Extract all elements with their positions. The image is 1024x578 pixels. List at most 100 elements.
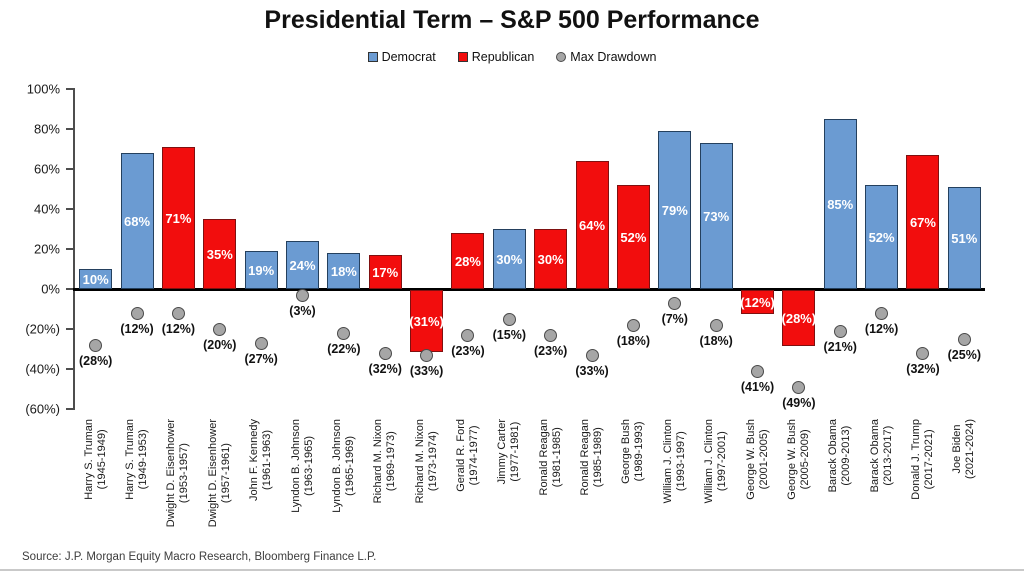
bar-value-label: (28%) — [781, 310, 817, 326]
president-term-label: Lyndon B. Johnson (1963-1965) — [289, 419, 315, 513]
bar-value-label: 64% — [579, 217, 606, 233]
max-drawdown-label: (41%) — [740, 380, 775, 394]
legend-label-republican: Republican — [471, 50, 535, 64]
max-drawdown-marker — [502, 312, 516, 326]
y-tick-mark — [66, 248, 73, 250]
drawdown-swatch-icon — [556, 52, 567, 62]
y-tick-label: (40%) — [25, 361, 60, 377]
term-return-bar: 85% — [823, 119, 857, 289]
max-drawdown-marker — [916, 346, 930, 360]
president-term-label: Richard M. Nixon (1969-1973) — [372, 419, 398, 504]
max-drawdown-marker — [254, 336, 268, 350]
term-return-bar: 68% — [120, 153, 154, 289]
president-term-label: William J. Clinton (1997-2001) — [703, 419, 729, 504]
bar-value-label: 19% — [248, 262, 275, 278]
max-drawdown-label: (18%) — [616, 334, 651, 348]
president-term-label: Barack Obama (2013-2017) — [868, 419, 894, 493]
max-drawdown-label: (15%) — [492, 328, 526, 342]
max-drawdown-label: (12%) — [120, 322, 154, 336]
term-return-bar: (12%) — [740, 290, 775, 314]
y-tick-label: 40% — [33, 201, 60, 217]
term-return-bar: 64% — [575, 161, 609, 289]
x-axis-zero-line — [73, 288, 985, 291]
president-term-label: Lyndon B. Johnson (1965-1969) — [330, 419, 356, 513]
term-return-bar: 19% — [244, 251, 278, 289]
max-drawdown-marker — [171, 306, 185, 320]
y-tick-label: (20%) — [25, 321, 60, 337]
y-tick-mark — [66, 408, 73, 410]
max-drawdown-label: (23%) — [451, 344, 485, 358]
term-return-bar: 73% — [699, 143, 733, 289]
bar-value-label: 73% — [703, 208, 730, 224]
legend-item-max-drawdown: Max Drawdown — [556, 50, 656, 64]
president-term-label: Gerald R. Ford (1974-1977) — [454, 419, 480, 492]
president-term-label: John F. Kennedy (1961-1963) — [248, 419, 274, 501]
bar-value-label: 30% — [537, 251, 564, 267]
y-tick-label: (60%) — [25, 401, 60, 417]
y-tick-label: 0% — [41, 281, 60, 297]
max-drawdown-marker — [626, 318, 640, 332]
bar-value-label: 17% — [372, 264, 399, 280]
president-term-label: William J. Clinton (1993-1997) — [661, 419, 687, 504]
max-drawdown-marker — [585, 348, 599, 362]
max-drawdown-marker — [337, 326, 351, 340]
term-return-bar: (28%) — [781, 290, 817, 346]
bar-value-label: 68% — [124, 213, 151, 229]
term-return-bar: 52% — [616, 185, 650, 289]
president-term-label: Jimmy Carter (1977-1981) — [496, 419, 522, 485]
bar-value-label: 52% — [620, 229, 647, 245]
president-term-label: Donald J. Trump (2017-2021) — [909, 419, 935, 500]
max-drawdown-label: (32%) — [906, 362, 940, 376]
chart-title: Presidential Term – S&P 500 Performance — [264, 6, 760, 34]
y-tick-mark — [66, 88, 73, 90]
y-tick-mark — [66, 328, 73, 330]
president-term-label: Ronald Reagan (1981-1985) — [537, 419, 563, 496]
max-drawdown-marker — [420, 348, 434, 362]
term-return-bar: 28% — [451, 233, 485, 289]
legend-item-republican: Republican — [457, 50, 535, 64]
term-return-bar: 71% — [161, 147, 195, 289]
max-drawdown-marker — [130, 306, 144, 320]
president-term-label: Ronald Reagan (1985-1989) — [579, 419, 605, 496]
president-term-label: Harry S. Truman (1949-1953) — [124, 419, 150, 500]
max-drawdown-label: (22%) — [327, 342, 361, 356]
term-return-bar: 17% — [368, 255, 402, 289]
max-drawdown-label: (12%) — [864, 322, 899, 336]
term-return-bar: 51% — [947, 187, 981, 289]
y-tick-label: 80% — [33, 121, 60, 137]
term-return-bar: 10% — [79, 269, 113, 289]
max-drawdown-label: (12%) — [161, 322, 196, 336]
bar-value-label: 85% — [827, 196, 854, 212]
term-return-bar: 30% — [492, 229, 526, 289]
bar-value-label: 35% — [206, 246, 233, 262]
y-axis-line — [73, 88, 75, 410]
legend-label-democrat: Democrat — [381, 50, 436, 64]
max-drawdown-label: (33%) — [575, 364, 609, 378]
republican-swatch-icon — [457, 52, 468, 62]
max-drawdown-label: (18%) — [699, 334, 733, 348]
bottom-divider — [0, 569, 1024, 571]
bar-value-label: (31%) — [409, 313, 444, 329]
legend-label-max-drawdown: Max Drawdown — [570, 50, 657, 64]
max-drawdown-marker — [668, 296, 682, 310]
max-drawdown-label: (27%) — [244, 352, 278, 366]
president-term-label: Joe Biden (2021-2024) — [951, 419, 977, 479]
bar-value-label: 79% — [661, 202, 688, 218]
max-drawdown-marker — [378, 346, 392, 360]
y-tick-label: 20% — [33, 241, 60, 257]
president-term-label: Dwight D. Eisenhower (1953-1957) — [165, 419, 191, 528]
max-drawdown-marker — [461, 328, 475, 342]
max-drawdown-label: (28%) — [79, 354, 113, 368]
bar-value-label: 30% — [496, 251, 523, 267]
max-drawdown-marker — [792, 380, 806, 394]
bar-value-label: 18% — [330, 263, 357, 279]
max-drawdown-label: (23%) — [534, 344, 568, 358]
bar-value-label: 71% — [165, 210, 192, 226]
term-return-bar: 67% — [906, 155, 940, 289]
y-tick-mark — [66, 168, 73, 170]
term-return-bar: 24% — [286, 241, 319, 289]
term-return-bar: 30% — [534, 229, 568, 289]
max-drawdown-marker — [833, 324, 847, 338]
max-drawdown-label: (25%) — [947, 348, 981, 362]
